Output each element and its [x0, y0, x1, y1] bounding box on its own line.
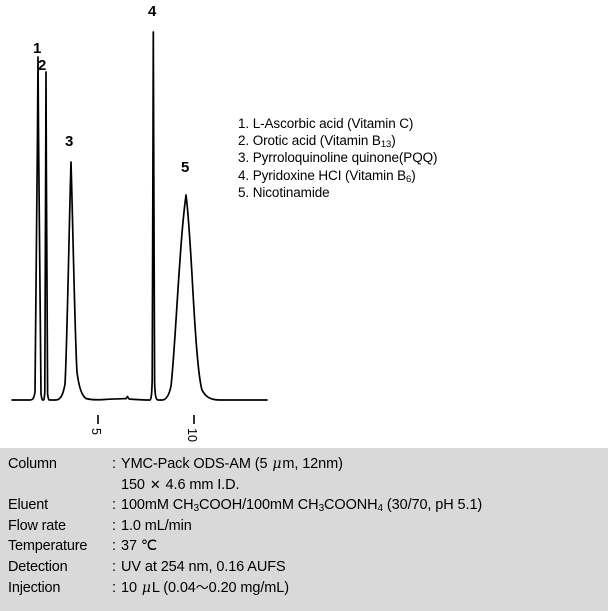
eluent-v2: COOH/100mM CH: [199, 497, 319, 514]
conditions-value-eluent: 100mM CH3COOH/100mM CH3COONH4 (30/70, pH…: [121, 495, 608, 516]
eluent-s3: 4: [377, 503, 384, 515]
legend-item-1: 1. L-Ascorbic acid (Vitamin C): [238, 115, 468, 132]
micro-symbol-icon-2: μ: [141, 579, 151, 596]
conditions-key-injection: Injection: [8, 579, 61, 596]
conditions-row-temperature: Temperature : 37 ℃: [8, 536, 608, 557]
conditions-value-detection: UV at 254 nm, 0.16 AUFS: [121, 558, 286, 575]
legend-item-1-text: 1. L-Ascorbic acid (Vitamin C): [238, 116, 414, 131]
column-value-post: m, 12nm): [282, 456, 343, 472]
conditions-row-column: Column : YMC-Pack ODS-AM (5 μm, 12nm): [8, 454, 608, 475]
legend-item-3: 3. Pyrroloquinoline quinone(PQQ): [238, 149, 468, 166]
conditions-row-eluent: Eluent : 100mM CH3COOH/100mM CH3COONH4 (…: [8, 495, 608, 516]
peak-label-2: 2: [38, 57, 47, 74]
injection-post: L (0.04: [151, 579, 196, 596]
x-tick-label-5: 5: [89, 428, 103, 435]
injection-pre: 10: [121, 579, 141, 596]
legend-item-5: 5. Nicotinamide: [238, 184, 468, 201]
legend-item-4-name: Pyridoxine HCI: [252, 167, 342, 183]
legend-item-2: 2. Orotic acid (Vitamin B13): [238, 132, 468, 149]
injection-end: 0.20 mg/mL): [208, 579, 289, 596]
conditions-value-temperature: 37 ℃: [121, 538, 158, 555]
conditions-separator-temperature: :: [112, 538, 117, 555]
eluent-s2: 3: [318, 503, 325, 515]
conditions-table: Column : YMC-Pack ODS-AM (5 μm, 12nm) 15…: [0, 448, 608, 611]
legend-item-4-index: 4.: [238, 167, 250, 183]
chromatogram-trace: [11, 31, 268, 424]
peak-label-5: 5: [181, 159, 190, 176]
multiply-icon: ✕: [149, 476, 161, 492]
conditions-separator-flow-rate: :: [112, 517, 117, 534]
legend-item-2-subscript: 13: [380, 139, 392, 151]
x-tick-label-10: 10: [185, 428, 199, 442]
chromatogram-panel: 1 2 3 4 5 5 10: [0, 0, 310, 448]
peak-label-1: 1: [33, 40, 42, 57]
eluent-v1: 100mM CH: [121, 497, 194, 514]
conditions-row-detection: Detection : UV at 254 nm, 0.16 AUFS: [8, 557, 608, 578]
legend-item-2-paren: (Vitamin B: [319, 133, 381, 149]
conditions-separator: :: [112, 456, 117, 472]
conditions-separator-detection: :: [112, 558, 117, 575]
conditions-row-flow-rate: Flow rate : 1.0 mL/min: [8, 516, 608, 537]
conditions-row-injection: Injection : 10 μL (0.04～0.20 mg/mL): [8, 578, 608, 599]
column-value-pre: YMC-Pack ODS-AM (5: [121, 456, 272, 472]
conditions-value-column-dimensions: 150 ✕ 4.6 mm I.D.: [121, 475, 608, 496]
legend-item-2-name: Orotic acid: [252, 133, 317, 149]
column-dim-post: 4.6 mm I.D.: [161, 476, 240, 493]
tilde-icon: ～: [195, 579, 209, 595]
conditions-key-column: Column: [8, 456, 57, 472]
legend-item-2-index: 2.: [238, 133, 250, 149]
legend-item-4: 4. Pyridoxine HCI (Vitamin B6): [238, 167, 468, 184]
legend-item-4-tail: ): [411, 167, 416, 183]
conditions-key-temperature: Temperature: [8, 538, 88, 555]
conditions-row-column-line2: 150 ✕ 4.6 mm I.D.: [8, 475, 608, 496]
legend-item-2-tail: ): [391, 133, 396, 149]
eluent-v3: COONH: [324, 497, 378, 514]
conditions-value-flow-rate: 1.0 mL/min: [121, 517, 192, 534]
micro-symbol-icon: μ: [272, 456, 282, 472]
legend-item-4-subscript: 6: [406, 173, 412, 185]
conditions-separator-eluent: :: [112, 497, 117, 514]
column-dim-pre: 150: [121, 476, 149, 493]
peak-legend: 1. L-Ascorbic acid (Vitamin C) 2. Orotic…: [238, 115, 468, 201]
eluent-v4: (30/70, pH 5.1): [382, 497, 483, 514]
legend-item-5-text: 5. Nicotinamide: [238, 184, 330, 200]
conditions-key-flow-rate: Flow rate: [8, 517, 66, 534]
legend-item-4-paren: (Vitamin B: [345, 167, 407, 183]
conditions-key-eluent: Eluent: [8, 497, 48, 514]
conditions-value-column: YMC-Pack ODS-AM (5 μm, 12nm): [121, 454, 608, 475]
conditions-value-injection: 10 μL (0.04～0.20 mg/mL): [121, 578, 608, 599]
peak-label-4: 4: [148, 3, 157, 20]
peak-label-3: 3: [65, 133, 74, 150]
eluent-s1: 3: [193, 503, 200, 515]
conditions-key-detection: Detection: [8, 558, 68, 575]
legend-item-3-text: 3. Pyrroloquinoline quinone(PQQ): [238, 150, 438, 166]
conditions-separator-injection: :: [112, 579, 117, 596]
